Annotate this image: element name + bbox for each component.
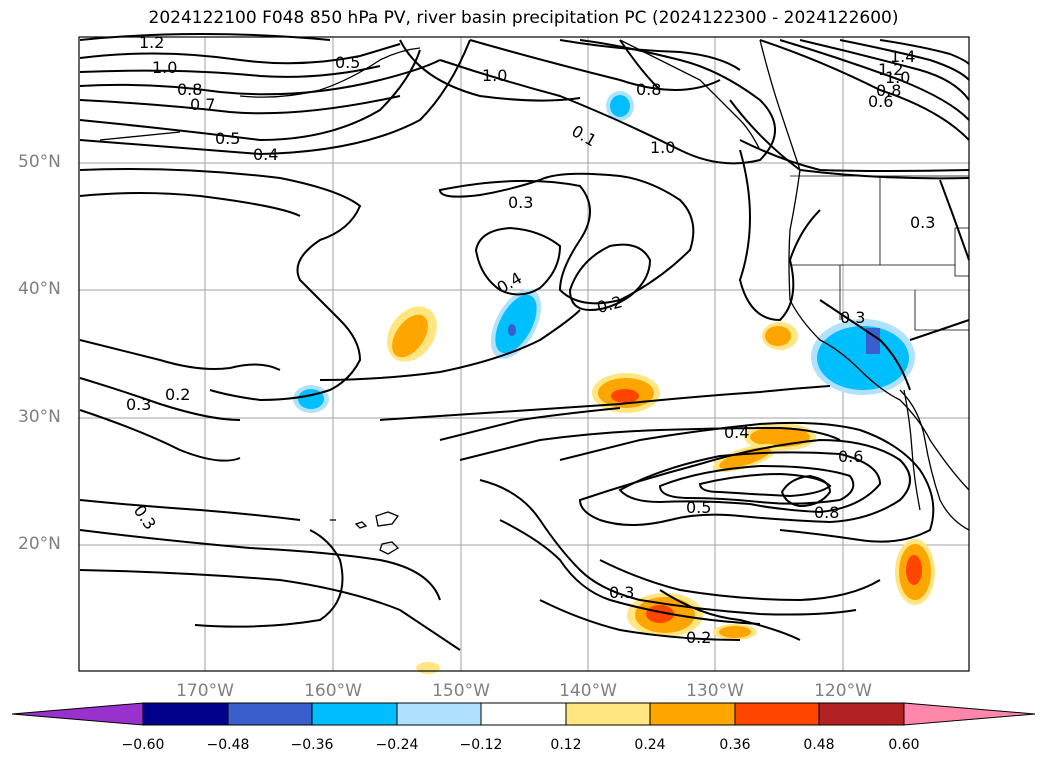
contour-label: 1.0 xyxy=(650,138,675,157)
contour-label: 1.0 xyxy=(885,68,910,87)
precip-anomaly-shading xyxy=(293,91,935,674)
precip-positive-patch xyxy=(416,662,440,674)
contour-label: 1.4 xyxy=(890,47,915,66)
colorbar-lower-extend xyxy=(11,702,144,726)
longitude-label: 170°W xyxy=(176,681,234,701)
colorbar-segment xyxy=(565,702,651,726)
colorbar-segment xyxy=(396,702,482,726)
colorbar-segment xyxy=(142,702,229,726)
contour-label: 0.4 xyxy=(253,145,278,164)
precip-positive-patch xyxy=(646,605,674,623)
colorbar-segment xyxy=(734,702,820,726)
colorbar-upper-extend xyxy=(903,702,1036,726)
longitude-label: 120°W xyxy=(814,681,872,701)
precip-negative-patch xyxy=(866,328,880,354)
colorbar-segment xyxy=(227,702,313,726)
contour-label: 0.5 xyxy=(686,498,711,517)
latitude-label: 20°N xyxy=(18,534,61,554)
contour-label: 0.2 xyxy=(686,628,711,647)
contour-label: 0.2 xyxy=(595,292,625,317)
contour-label: 0.3 xyxy=(910,213,935,232)
contour-label: 0.2 xyxy=(165,385,190,404)
contour-label: 1.2 xyxy=(139,33,164,52)
contour-label: 0.3 xyxy=(508,193,533,212)
longitude-label: 150°W xyxy=(432,681,490,701)
hawaiian-islands xyxy=(330,511,400,555)
contour-label: 1.0 xyxy=(482,66,507,85)
coastlines xyxy=(99,39,970,531)
political-borders xyxy=(790,175,970,331)
latitude-label: 50°N xyxy=(18,152,61,172)
precip-positive-patch xyxy=(906,555,922,585)
contour-label: 0.5 xyxy=(215,129,240,148)
longitude-label: 160°W xyxy=(304,681,362,701)
longitude-label: 140°W xyxy=(559,681,617,701)
contour-label: 0.3 xyxy=(840,308,865,327)
colorbar xyxy=(11,702,1036,726)
colorbar-tick-label: −0.12 xyxy=(459,737,503,753)
map-title: 2024122100 F048 850 hPa PV, river basin … xyxy=(148,8,899,28)
contour-label: 1.2 xyxy=(878,60,903,79)
precip-positive-patch xyxy=(765,326,791,346)
contour-label: 0.8 xyxy=(636,80,661,99)
colorbar-tick-label: −0.48 xyxy=(206,737,250,753)
colorbar-tick-label: 0.12 xyxy=(550,737,582,753)
contour-label: 0.6 xyxy=(838,447,863,466)
latitude-label: 30°N xyxy=(18,407,61,427)
contour-label: 1.0 xyxy=(152,58,177,77)
map-border xyxy=(78,36,970,672)
contour-label: 0.7 xyxy=(190,95,215,114)
contour-label: 0.8 xyxy=(876,81,901,100)
colorbar-tick-label: −0.36 xyxy=(290,737,334,753)
contour-label: 0.3 xyxy=(609,583,634,602)
colorbar-segment xyxy=(818,702,905,726)
colorbar-segment xyxy=(480,702,567,726)
contour-label: 0.8 xyxy=(177,80,202,99)
colorbar-tick-label: −0.24 xyxy=(375,737,419,753)
contour-label: 0.1 xyxy=(568,121,600,150)
colorbar-tick-label: 0.60 xyxy=(888,737,920,753)
contour-label: 0.8 xyxy=(814,503,839,522)
pv-contours xyxy=(79,33,970,651)
contour-label: 0.5 xyxy=(335,53,360,72)
precip-negative-patch xyxy=(495,294,537,354)
colorbar-tick-label: 0.36 xyxy=(719,737,751,753)
colorbar-segment xyxy=(311,702,398,726)
colorbar-tick-label: 0.24 xyxy=(634,737,666,753)
precip-positive-patch xyxy=(392,314,428,358)
precip-positive-patch xyxy=(611,389,639,403)
colorbar-tick-label: 0.48 xyxy=(803,737,835,753)
precip-positive-patch xyxy=(750,427,810,447)
longitude-label: 130°W xyxy=(686,681,744,701)
latitude-label: 40°N xyxy=(18,279,61,299)
contour-labels: 1.2 1.0 0.8 0.7 0.5 0.4 0.5 1.0 0.8 0.1 … xyxy=(126,33,935,647)
contour-label: 0.4 xyxy=(724,423,749,442)
colorbar-segment xyxy=(649,702,736,726)
precip-negative-patch xyxy=(610,95,630,117)
contour-label: 0.6 xyxy=(868,92,893,111)
colorbar-tick-label: −0.60 xyxy=(121,737,165,753)
precip-positive-patch xyxy=(719,626,751,638)
precip-negative-patch xyxy=(817,326,909,390)
precip-negative-patch xyxy=(508,324,516,336)
contour-label: 0.3 xyxy=(126,395,151,414)
